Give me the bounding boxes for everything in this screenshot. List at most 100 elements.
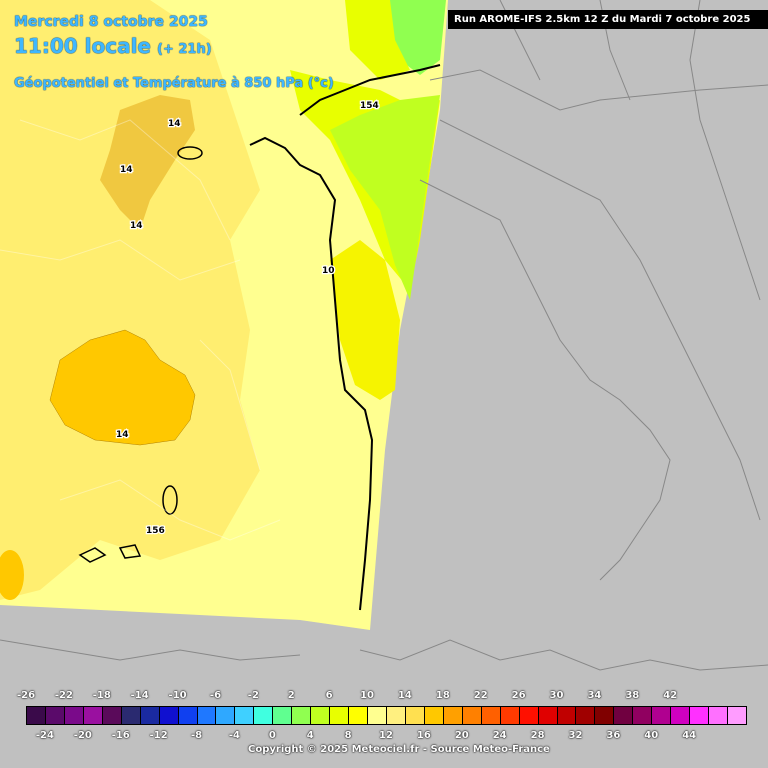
contour-label: 10 <box>322 266 335 276</box>
legend-swatch <box>632 706 653 725</box>
legend-tick-bottom: 12 <box>379 730 393 741</box>
legend-tick-top: -18 <box>92 690 111 701</box>
legend-swatch <box>348 706 369 725</box>
legend-tick-top: 38 <box>625 690 640 701</box>
legend-tick-bottom: 32 <box>568 730 583 741</box>
legend-swatch <box>727 706 747 725</box>
legend-tick-top: 34 <box>587 690 602 701</box>
yellow-coast <box>330 240 400 400</box>
contour-labels: 14 14 14 10 14 154 156 <box>115 100 380 538</box>
isotherm-blob <box>177 146 203 160</box>
legend-tick-top: 14 <box>397 690 412 701</box>
legend-swatch <box>613 706 634 725</box>
legend-tick-bottom: 24 <box>492 730 507 741</box>
legend-swatch <box>442 706 463 725</box>
legend-swatch <box>461 706 482 725</box>
legend-tick-top: -2 <box>247 690 259 701</box>
legend-swatch <box>196 706 217 725</box>
isotherm-blob <box>78 547 107 563</box>
yellow-top <box>345 0 410 80</box>
legend-tick-bottom: 28 <box>530 730 545 741</box>
legend-tick-top: -10 <box>168 690 187 701</box>
contour-label: 156 <box>146 526 165 536</box>
contour-label: 14 <box>116 430 129 440</box>
isotherm-blob <box>118 544 142 559</box>
contour-label: 14 <box>130 221 143 231</box>
legend-tick-top: -22 <box>54 690 73 701</box>
time-label: 11:00 locale <box>14 34 151 58</box>
copyright-notice: Copyright © 2025 Meteociel.fr - Source M… <box>248 744 550 755</box>
region-lines <box>0 119 281 541</box>
color-scale-legend: -26 -22 -18 -14 -10 -6 -2 2 6 10 14 18 22 26 30 34 38 42-… <box>0 686 768 768</box>
legend-swatch <box>575 706 596 725</box>
legend-swatch <box>63 706 84 725</box>
legend-swatch <box>329 706 350 725</box>
legend-tick-bottom: -4 <box>228 730 240 741</box>
legend-tick-bottom: -12 <box>149 730 168 741</box>
legend-swatch <box>386 706 406 725</box>
legend-swatch <box>253 706 274 725</box>
isotherm-alps <box>299 64 441 116</box>
legend-tick-top: -26 <box>16 690 36 701</box>
legend-swatch <box>594 706 615 725</box>
legend-tick-top: 42 <box>663 690 678 701</box>
legend-tick-bottom: -20 <box>73 730 92 741</box>
legend-tick-top: -14 <box>130 690 149 701</box>
legend-tick-bottom: 40 <box>644 730 659 741</box>
legend-swatch <box>499 706 520 725</box>
legend-tick-bottom: -8 <box>190 730 203 741</box>
legend-tick-top: -6 <box>209 690 222 701</box>
green-band <box>330 95 440 300</box>
contour-label: 14 <box>120 165 133 175</box>
legend-swatch <box>158 706 179 725</box>
forecast-date: Mercredi 8 octobre 2025 <box>14 14 208 30</box>
isotherm-blob <box>162 485 178 515</box>
legend-tick-bottom: 8 <box>344 730 352 741</box>
legend-swatch <box>272 706 293 725</box>
legend-swatch <box>708 706 729 725</box>
legend-swatch <box>670 706 691 725</box>
legend-swatch <box>689 706 710 725</box>
run-banner: Run AROME-IFS 2.5km 12 Z du Mardi 7 octo… <box>448 10 768 29</box>
legend-tick-bottom: 44 <box>682 730 697 741</box>
legend-swatch <box>518 706 539 725</box>
legend-tick-bottom: -24 <box>35 730 54 741</box>
legend-swatch <box>234 706 255 725</box>
orange-mountain <box>100 95 195 230</box>
legend-swatch <box>404 706 425 725</box>
legend-swatch <box>556 706 577 725</box>
legend-tick-top: 26 <box>511 690 526 701</box>
legend-swatch <box>177 706 198 725</box>
legend-swatch <box>310 706 331 725</box>
legend-tick-top: 6 <box>325 690 333 701</box>
legend-swatch <box>651 706 672 725</box>
legend-swatch <box>120 706 141 725</box>
legend-swatch <box>101 706 122 725</box>
legend-tick-bottom: 36 <box>606 730 621 741</box>
legend-swatch <box>367 706 387 725</box>
legend-tick-bottom: 4 <box>306 730 314 741</box>
legend-swatch <box>480 706 501 725</box>
isotherm-10 <box>249 136 374 611</box>
legend-swatch <box>82 706 103 725</box>
legend-swatch <box>26 706 46 725</box>
contour-label: 14 <box>168 119 181 129</box>
orange-spot <box>0 550 24 600</box>
legend-swatch <box>537 706 558 725</box>
legend-tick-bottom: 0 <box>268 730 276 741</box>
legend-swatch <box>423 706 444 725</box>
lead-time: (+ 21h) <box>157 42 212 57</box>
legend-tick-bottom: 20 <box>454 730 469 741</box>
legend-tick-bottom: -16 <box>111 730 130 741</box>
parameter-title: Géopotentiel et Température à 850 hPa (°… <box>14 76 334 91</box>
legend-tick-top: 10 <box>360 690 375 701</box>
contour-label: 154 <box>360 101 379 111</box>
legend-tick-top: 18 <box>435 690 450 701</box>
legend-swatch <box>291 706 312 725</box>
legend-swatch <box>44 706 65 725</box>
legend-tick-top: 22 <box>473 690 488 701</box>
orange-zone <box>49 329 196 446</box>
warm-region <box>0 0 260 600</box>
forecast-time: 11:00 locale (+ 21h) <box>14 34 212 58</box>
